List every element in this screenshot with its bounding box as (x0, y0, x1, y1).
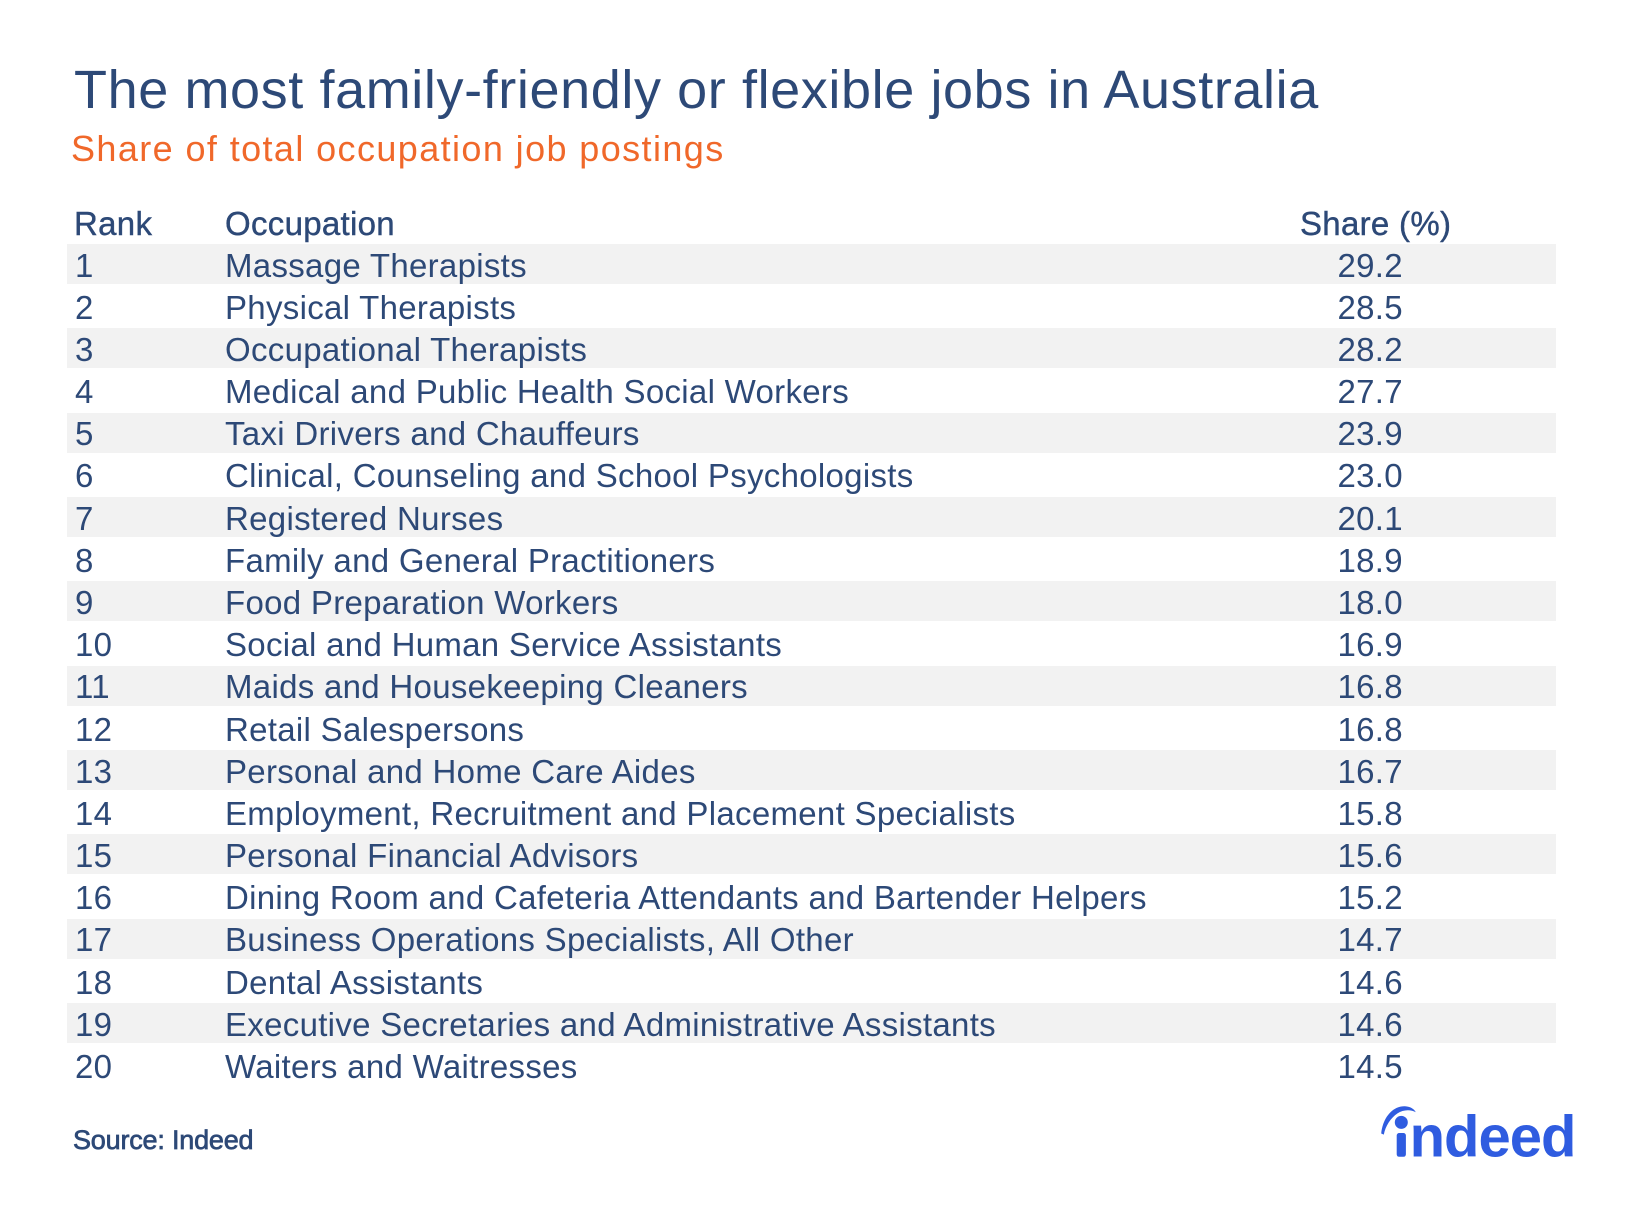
svg-text:ndeed: ndeed (1410, 1104, 1576, 1169)
